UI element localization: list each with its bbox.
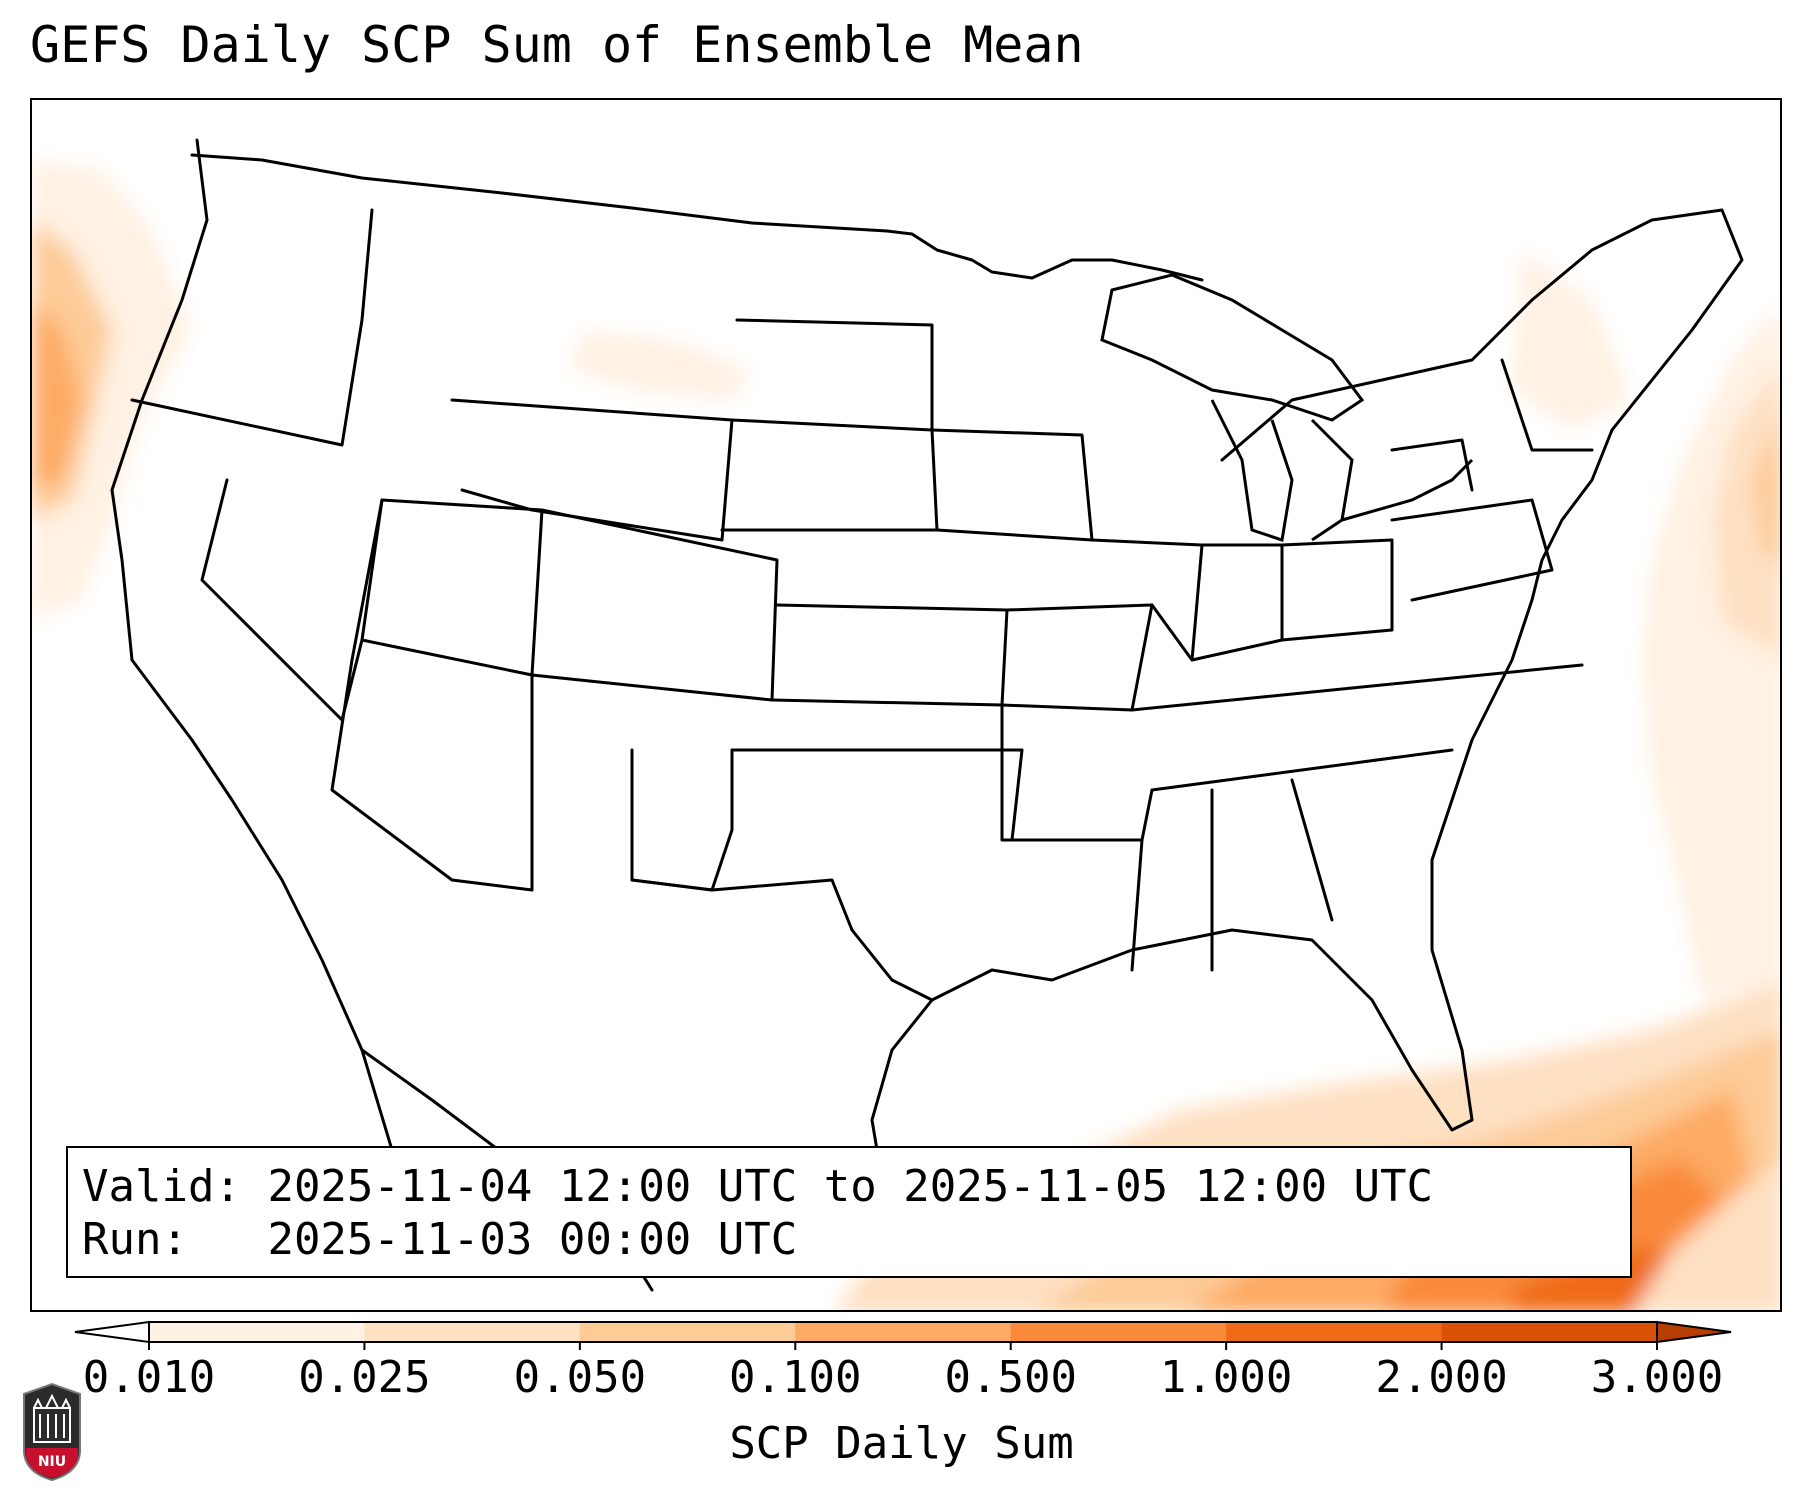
colorbar-tick-label: 3.000 <box>1590 1352 1724 1403</box>
colorbar-segment <box>364 1322 581 1342</box>
run-value: 2025-11-03 00:00 UTC <box>267 1214 798 1265</box>
map-canvas <box>32 138 1780 1310</box>
colorbar-extend-high <box>1656 1320 1732 1344</box>
colorbar-tick-label: 1.000 <box>1159 1352 1293 1403</box>
valid-label: Valid: <box>82 1161 241 1212</box>
colorbar-tick-label: 0.500 <box>944 1352 1077 1403</box>
colorbar-tick-label: 0.010 <box>82 1352 216 1403</box>
colorbar-segment <box>1226 1322 1443 1342</box>
map-panel <box>30 98 1782 1312</box>
great-lakes <box>1100 273 1474 542</box>
valid-value: 2025-11-04 12:00 UTC to 2025-11-05 12:00… <box>267 1161 1434 1212</box>
colorbar-title: SCP Daily Sum <box>729 1418 1074 1469</box>
colorbar-segment <box>579 1322 796 1342</box>
logo-text: NIU <box>38 1454 66 1470</box>
run-label: Run: <box>82 1214 188 1265</box>
valid-run-info-box: Valid: 2025-11-04 12:00 UTC to 2025-11-0… <box>66 1146 1632 1278</box>
colorbar-tick-label: 2.000 <box>1375 1352 1508 1403</box>
colorbar-segments <box>148 1321 1658 1343</box>
colorbar-segment <box>1010 1322 1227 1342</box>
map-title: GEFS Daily SCP Sum of Ensemble Mean <box>30 16 1084 74</box>
colorbar-extend-low <box>74 1320 150 1344</box>
colorbar-tick-label: 0.050 <box>513 1352 647 1403</box>
colorbar-tick-label: 0.025 <box>298 1352 431 1403</box>
colorbar-segment <box>795 1322 1012 1342</box>
colorbar-segment <box>1441 1322 1658 1342</box>
niu-logo: NIU <box>23 1382 81 1482</box>
colorbar <box>74 1320 1732 1350</box>
colorbar-ticks <box>148 1342 1658 1350</box>
colorbar-segment <box>149 1322 365 1342</box>
scp-shading <box>32 160 1780 1310</box>
colorbar-tick-label: 0.100 <box>729 1352 862 1403</box>
